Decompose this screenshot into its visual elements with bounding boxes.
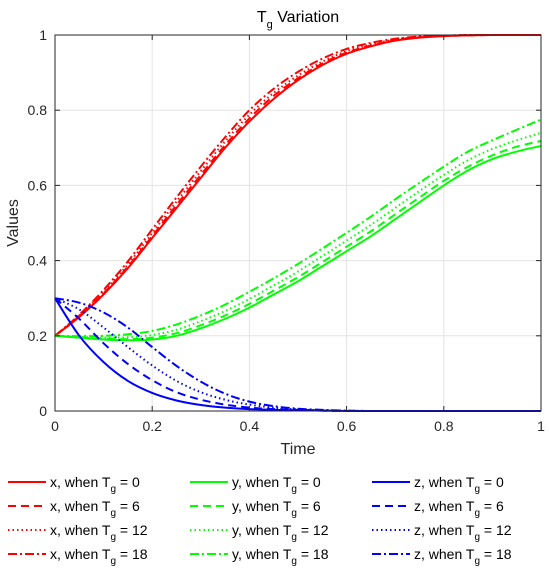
legend-entry-y-tg-18: y, when Tg = 18 (190, 546, 329, 567)
x-tick-label: 1 (537, 418, 545, 434)
y-tick-label: 0.2 (28, 328, 48, 344)
chart-title: Tg Variation (257, 9, 339, 31)
legend-entry-z-tg-12: z, when Tg = 12 (372, 522, 512, 543)
x-tick-label: 0.8 (434, 418, 454, 434)
x-tick-label: 0 (51, 418, 59, 434)
tick-labels: 0 0.2 0.4 0.6 0.8 1 0 0.2 0.4 0.6 0.8 1 (28, 27, 546, 434)
y-tick-label: 0 (39, 403, 47, 419)
x-axis-label: Time (281, 441, 316, 458)
x-tick-label: 0.4 (240, 418, 260, 434)
legend-entry-y-tg-0: y, when Tg = 0 (190, 474, 321, 495)
series-line-y-tg-0 (54, 144, 542, 342)
legend-entry-z-tg-18: z, when Tg = 18 (372, 546, 512, 567)
legend-label: z, when Tg = 6 (414, 498, 504, 519)
series-line-y-tg-6 (54, 140, 542, 341)
series-line-x-tg-12 (54, 33, 541, 337)
chart-title-rest: Variation (273, 9, 339, 26)
legend-label: y, when Tg = 12 (232, 522, 329, 543)
y-tick-label: 0.4 (28, 253, 48, 269)
legend-label: y, when Tg = 18 (232, 546, 329, 567)
x-tick-label: 0.2 (142, 418, 162, 434)
legend-entry-y-tg-12: y, when Tg = 12 (190, 522, 329, 543)
legend-entry-x-tg-6: x, when Tg = 6 (8, 498, 140, 519)
x-tick-label: 0.6 (337, 418, 357, 434)
legend-entry-x-tg-12: x, when Tg = 12 (8, 522, 148, 543)
legend-entry-x-tg-0: x, when Tg = 0 (8, 474, 140, 495)
legend-entry-y-tg-6: y, when Tg = 6 (190, 498, 321, 519)
legend-label: z, when Tg = 12 (414, 522, 512, 543)
legend-label: y, when Tg = 6 (232, 498, 321, 519)
tick-marks (54, 34, 542, 412)
legend-label: z, when Tg = 18 (414, 546, 512, 567)
legend-entry-z-tg-6: z, when Tg = 6 (372, 498, 504, 519)
y-axis-label: Values (5, 199, 22, 247)
legend-label: z, when Tg = 0 (414, 474, 504, 495)
series-line-y-tg-12 (54, 131, 542, 339)
legend-entry-z-tg-0: z, when Tg = 0 (372, 474, 504, 495)
legend: x, when Tg = 0 x, when Tg = 6 x, when Tg =… (8, 474, 512, 567)
legend-label: x, when Tg = 6 (50, 498, 140, 519)
y-tick-label: 0.8 (28, 102, 48, 118)
legend-entry-x-tg-18: x, when Tg = 18 (8, 546, 148, 567)
plot-frame (54, 34, 542, 412)
legend-label: x, when Tg = 18 (50, 546, 148, 567)
chart-title-main: T (257, 9, 267, 26)
series-line-z-tg-18 (54, 297, 541, 413)
legend-label: x, when Tg = 0 (50, 474, 140, 495)
y-tick-label: 1 (39, 27, 47, 43)
legend-label: y, when Tg = 0 (232, 474, 321, 495)
legend-label: x, when Tg = 12 (50, 522, 148, 543)
series-line-z-tg-6 (54, 297, 541, 413)
y-tick-label: 0.6 (28, 177, 48, 193)
chart-title-subscript: g (267, 19, 273, 31)
